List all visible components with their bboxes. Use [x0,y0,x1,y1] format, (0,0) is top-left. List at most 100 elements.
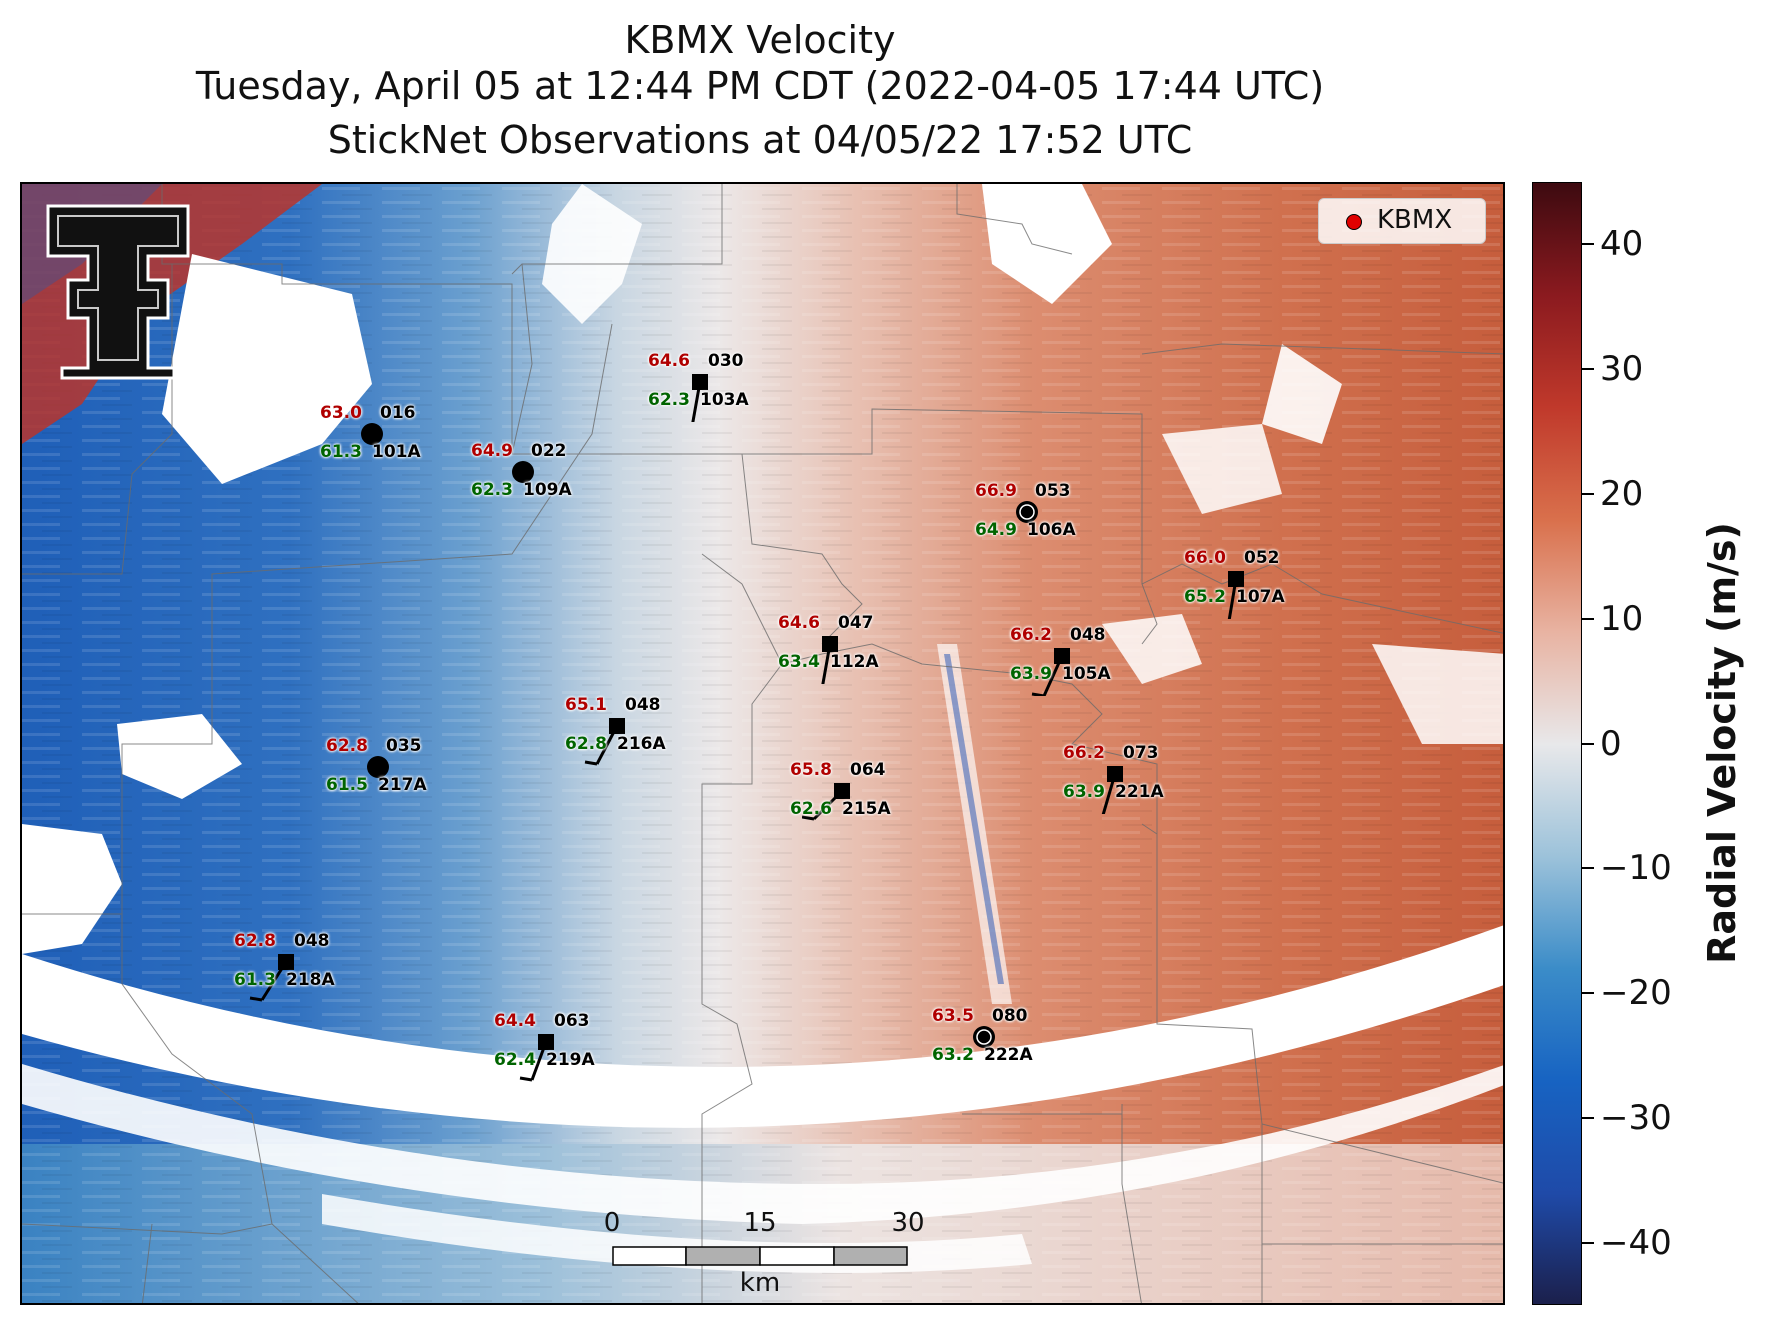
station-dewpoint: 65.2 [1184,587,1226,607]
station-marker-icon [361,423,383,445]
station-probe-id: 106A [1027,520,1076,540]
map-legend: KBMX [1318,198,1486,244]
station-probe-id: 109A [523,480,572,500]
station-temperature: 66.2 [1010,625,1052,645]
station-marker-icon [973,1026,995,1048]
legend-label: KBMX [1377,205,1453,235]
station-id: 035 [386,736,422,756]
texas-tech-double-t-logo [46,204,190,380]
scale-tick-0: 0 [603,1208,621,1238]
station-probe-id: 215A [842,799,891,819]
station-dewpoint: 61.3 [320,442,362,462]
station-temperature: 64.4 [494,1011,536,1031]
station-probe-id: 222A [984,1045,1033,1065]
station-probe-id: 112A [830,652,879,672]
station-marker-icon [1031,648,1070,696]
colorbar-tick-mark [1582,492,1594,495]
colorbar-tick-label: 40 [1600,224,1644,265]
station-temperature: 62.8 [234,931,276,951]
kbmx-marker-icon [1346,214,1362,230]
colorbar-tick-label: 30 [1600,349,1644,390]
station-temperature: 64.9 [471,441,513,461]
station-temperature: 62.8 [326,736,368,756]
scale-tick-30: 30 [891,1208,925,1238]
station-marker-icon [249,954,294,1002]
scale-unit: km [739,1268,781,1298]
station-id: 047 [838,613,874,633]
station-dewpoint: 63.9 [1063,782,1105,802]
station-temperature: 64.6 [778,613,820,633]
map-title: KBMX Velocity [624,18,896,62]
station-temperature: 66.0 [1184,548,1226,568]
station-dewpoint: 63.9 [1010,664,1052,684]
station-id: 048 [625,695,661,715]
colorbar-tick-label: 20 [1600,473,1644,514]
station-temperature: 66.2 [1063,743,1105,763]
station-probe-id: 105A [1062,664,1111,684]
station-marker-icon [519,1034,554,1082]
colorbar-tick-mark [1582,617,1594,620]
station-marker-icon [512,461,534,483]
map-subtitle-time: Tuesday, April 05 at 12:44 PM CDT (2022-… [195,64,1325,108]
scale-bar: 0 15 30 km [604,1208,925,1298]
colorbar-tick-label: −40 [1600,1222,1672,1263]
station-id: 048 [1070,625,1106,645]
station-temperature: 63.0 [320,403,362,423]
colorbar-tick-mark [1582,1116,1594,1119]
colorbar-gradient [1533,183,1581,1304]
station-marker-icon [584,718,625,766]
station-probe-id: 216A [617,734,666,754]
station-id: 063 [554,1011,590,1031]
station-dewpoint: 63.2 [932,1045,974,1065]
colorbar-tick-label: −10 [1600,848,1672,889]
station-id: 016 [380,403,416,423]
station-dewpoint: 61.3 [234,970,276,990]
station-probe-id: 217A [378,775,427,795]
station-dewpoint: 62.8 [565,734,607,754]
station-temperature: 65.8 [790,760,832,780]
station-dewpoint: 62.3 [648,390,690,410]
colorbar-tick-mark [1582,368,1594,371]
colorbar-tick-mark [1582,243,1594,246]
station-marker-icon [1016,501,1038,523]
station-id: 053 [1035,481,1071,501]
colorbar-tick-mark [1582,867,1594,870]
colorbar-tick-mark [1582,742,1594,745]
station-temperature: 63.5 [932,1006,974,1026]
colorbar-tick-label: 0 [1600,723,1622,764]
map-subtitle-observations: StickNet Observations at 04/05/22 17:52 … [327,118,1193,162]
station-marker-icon [802,783,850,821]
station-dewpoint: 63.4 [778,652,820,672]
station-dewpoint: 62.3 [471,480,513,500]
station-probe-id: 101A [372,442,421,462]
station-temperature: 66.9 [975,481,1017,501]
radar-map[interactable]: 64.6 030 62.3 103A 63.0 016 61.3 101A 64.9 022 62.… [20,182,1505,1305]
colorbar-tick-label: −20 [1600,973,1672,1014]
station-probe-id: 218A [286,970,335,990]
station-id: 048 [294,931,330,951]
scale-tick-15: 15 [743,1208,777,1238]
station-probe-id: 219A [546,1050,595,1070]
station-id: 030 [708,351,744,371]
station-marker-icon [821,636,838,684]
station-marker-icon [691,374,708,422]
station-id: 073 [1123,743,1159,763]
station-id: 064 [850,760,886,780]
station-dewpoint: 62.4 [494,1050,536,1070]
station-marker-icon [1227,571,1244,619]
station-id: 022 [531,441,567,461]
station-id: 052 [1244,548,1280,568]
station-temperature: 64.6 [648,351,690,371]
station-id: 080 [992,1006,1028,1026]
colorbar-tick-label: −30 [1600,1097,1672,1138]
station-marker-icon [367,756,389,778]
station-probe-id: 221A [1115,782,1164,802]
station-temperature: 65.1 [565,695,607,715]
station-dewpoint: 64.9 [975,520,1017,540]
scale-bar-segments [612,1246,908,1266]
station-probe-id: 103A [700,390,749,410]
colorbar-tick-mark [1582,1241,1594,1244]
colorbar [1532,182,1582,1305]
station-dewpoint: 62.6 [790,799,832,819]
station-dewpoint: 61.5 [326,775,368,795]
